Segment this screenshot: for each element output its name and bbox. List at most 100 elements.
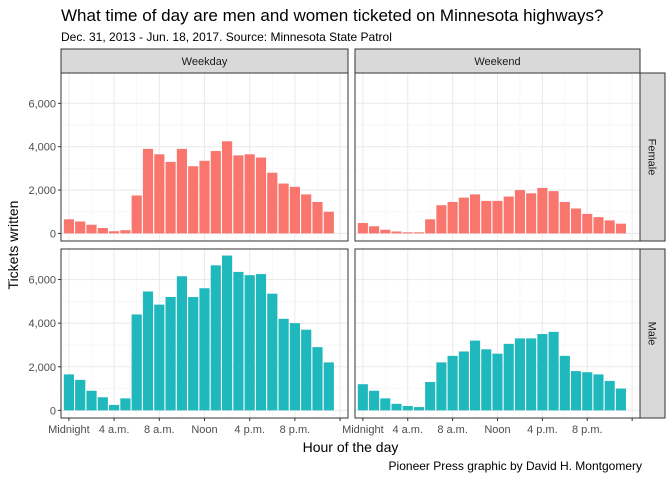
bar-male-weekend-hour-2 [380,398,391,411]
bar-male-weekday-hour-11 [188,296,199,411]
y-tick-label: 0 [50,405,56,417]
bar-female-weekend-hour-19 [570,208,582,234]
bar-female-weekday-hour-8 [154,154,165,234]
bar-female-weekend-hour-23 [615,223,626,234]
bar-female-weekend-hour-10 [470,194,481,234]
bar-female-weekday-hour-11 [188,166,199,234]
bar-male-weekend-hour-9 [458,351,469,411]
bar-male-weekend-hour-15 [526,338,537,411]
bar-female-weekend-hour-16 [537,187,548,234]
bar-female-weekend-hour-8 [447,201,458,234]
bar-female-weekend-hour-13 [503,196,514,234]
bar-male-weekday-hour-7 [142,291,154,411]
bar-male-weekday-hour-21 [301,329,312,411]
bar-male-weekend-hour-1 [369,390,380,411]
bar-male-weekday-hour-22 [312,347,323,411]
x-tick-label: Midnight [48,424,90,436]
bar-male-weekend-hour-20 [582,372,593,411]
bar-female-weekday-hour-19 [278,183,289,234]
bar-male-weekend-hour-11 [481,349,492,411]
bar-male-weekday-hour-10 [176,276,187,411]
bar-female-weekday-hour-0 [63,219,74,234]
y-tick-label: 6,000 [28,275,56,287]
bar-male-weekday-hour-0 [63,374,74,411]
y-tick-label: 2,000 [28,185,56,197]
bar-female-weekend-hour-20 [582,213,593,234]
panel-border [354,72,641,242]
facet-label-male: Male [646,322,658,346]
bar-male-weekday-hour-15 [233,271,244,411]
bar-male-weekend-hour-14 [514,338,525,411]
facet-strip-female [639,72,666,242]
bar-male-weekday-hour-9 [165,296,176,411]
facet-label-female: Female [646,139,658,176]
bar-male-weekend-hour-8 [447,355,458,411]
bar-female-weekday-hour-17 [255,157,267,234]
bar-female-weekend-hour-17 [548,191,559,234]
bar-female-weekend-hour-14 [514,190,525,234]
x-tick-label: 4 p.m. [234,424,265,436]
bar-male-weekend-hour-4 [402,406,413,411]
bar-female-weekend-hour-7 [436,205,447,234]
x-tick-label: 8 a.m. [437,424,468,436]
bar-male-weekday-hour-1 [75,379,86,411]
bar-male-weekend-hour-18 [559,355,570,411]
bar-female-weekend-hour-11 [481,200,492,234]
chart-subtitle: Dec. 31, 2013 - Jun. 18, 2017. Source: M… [61,30,392,44]
bar-female-weekday-hour-13 [210,151,221,234]
bar-male-weekday-hour-19 [278,318,289,411]
x-tick-label: Noon [484,424,510,436]
bar-female-weekday-hour-2 [86,224,97,234]
bar-female-weekend-hour-4 [402,232,413,234]
bar-male-weekday-hour-13 [210,265,221,411]
bar-female-weekend-hour-1 [369,226,380,234]
bar-female-weekday-hour-23 [323,211,334,234]
bar-female-weekday-hour-14 [222,141,233,234]
facet-strip-male [639,248,666,419]
x-tick-label: 8 p.m. [572,424,603,436]
facet-label-weekend: Weekend [474,56,520,68]
y-tick-label: 6,000 [28,98,56,110]
x-tick-label: Noon [191,424,217,436]
facet-label-weekday: Weekday [182,56,228,68]
y-tick-label: 4,000 [28,318,56,330]
bar-male-weekend-hour-23 [615,388,626,411]
bar-female-weekday-hour-18 [267,172,278,234]
bar-female-weekday-hour-21 [301,194,312,234]
bar-male-weekend-hour-0 [357,384,368,411]
x-tick-label: 4 a.m. [99,424,130,436]
x-tick-label: 4 a.m. [392,424,423,436]
bar-male-weekday-hour-8 [154,304,165,411]
bar-male-weekend-hour-22 [604,380,615,411]
bar-female-weekday-hour-1 [75,221,86,234]
bar-female-weekend-hour-6 [425,219,436,234]
bar-male-weekend-hour-21 [593,374,604,411]
y-axis-title: Tickets written [5,201,21,290]
bar-female-weekend-hour-2 [380,229,391,234]
facet-strip-weekday [60,48,349,74]
y-tick-label: 2,000 [28,362,56,374]
bar-male-weekday-hour-18 [267,293,278,411]
bar-male-weekend-hour-17 [548,331,559,411]
bar-female-weekend-hour-21 [593,217,604,234]
x-axis-title: Hour of the day [303,439,399,455]
bar-male-weekend-hour-5 [413,407,425,411]
bar-female-weekday-hour-22 [312,201,323,234]
bar-male-weekend-hour-6 [425,382,436,411]
panel-border [60,72,349,242]
bar-female-weekday-hour-7 [142,148,154,234]
bar-female-weekend-hour-18 [559,201,570,234]
bar-female-weekday-hour-5 [120,230,131,234]
bar-female-weekend-hour-0 [357,223,368,234]
x-tick-label: Midnight [342,424,384,436]
bar-male-weekday-hour-2 [86,390,97,411]
bar-female-weekday-hour-4 [109,231,120,234]
bar-female-weekday-hour-12 [199,160,210,234]
x-tick-label: 4 p.m. [527,424,558,436]
bar-female-weekday-hour-9 [165,161,176,234]
bar-male-weekend-hour-10 [470,340,481,411]
bar-male-weekend-hour-19 [570,371,582,411]
bar-female-weekday-hour-10 [176,148,187,234]
bar-male-weekday-hour-16 [244,275,255,411]
bar-female-weekday-hour-20 [289,186,300,234]
